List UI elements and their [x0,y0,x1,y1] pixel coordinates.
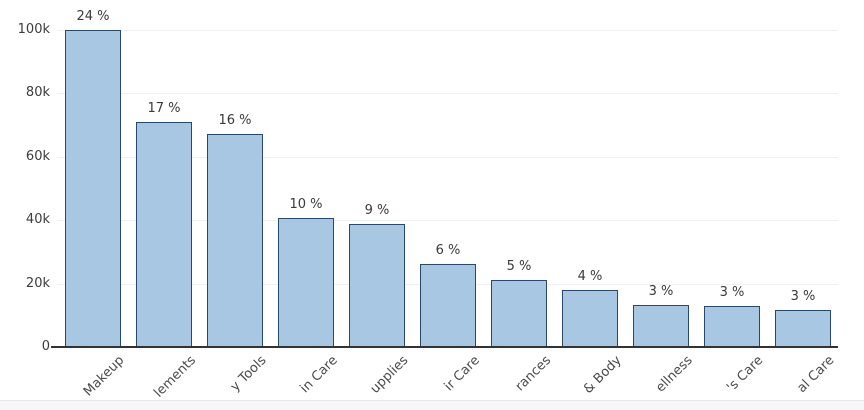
bottom-panel-edge [0,400,864,410]
x-axis-category-label: in Care [297,353,341,397]
x-axis-category-label: Makeup [81,353,128,400]
gridline [57,93,838,94]
y-axis-tick-label: 20k [25,276,50,291]
x-axis-category-label: al Care [794,353,838,397]
y-axis-tick-label: 0 [41,339,50,354]
x-axis-category-label: 's Care [724,353,767,396]
y-axis-tick-label: 40k [25,212,50,227]
x-axis-line [51,346,838,348]
x-axis-category-label: upplies [367,353,412,397]
bar-value-label: 3 % [648,284,674,299]
gridline [57,30,838,31]
bar[interactable] [704,306,760,347]
y-axis-tick-label: 60k [25,149,50,164]
y-axis-tick-label: 80k [25,85,50,100]
bar-value-label: 17 % [147,101,181,116]
x-axis-category-label: ellness [653,353,696,396]
y-axis-tick-label: 100k [17,22,50,37]
bar[interactable] [278,218,334,347]
x-axis-category-label: rances [512,353,554,395]
x-axis-category-label: lements [150,353,199,401]
x-axis-category-label: ir Care [441,353,483,395]
bar-value-label: 6 % [435,243,461,258]
x-axis-category-label: y Tools [227,353,270,395]
x-axis-category-label: & Body [580,353,625,397]
bar[interactable] [633,305,689,347]
bar-value-label: 3 % [719,285,745,300]
bar-value-label: 5 % [506,259,532,274]
bar-value-label: 10 % [289,197,323,212]
gridline [57,157,838,158]
bar[interactable] [136,122,192,347]
bar-value-label: 16 % [218,113,252,128]
bar-value-label: 3 % [790,289,816,304]
bar[interactable] [420,264,476,347]
bar[interactable] [491,280,547,347]
bar-value-label: 9 % [364,203,390,218]
bar-value-label: 4 % [577,269,603,284]
bar[interactable] [349,224,405,347]
gridline [57,220,838,221]
bar[interactable] [207,134,263,347]
bar[interactable] [65,30,121,348]
bar[interactable] [775,310,831,347]
bar[interactable] [562,290,618,347]
bar-value-label: 24 % [76,9,110,24]
